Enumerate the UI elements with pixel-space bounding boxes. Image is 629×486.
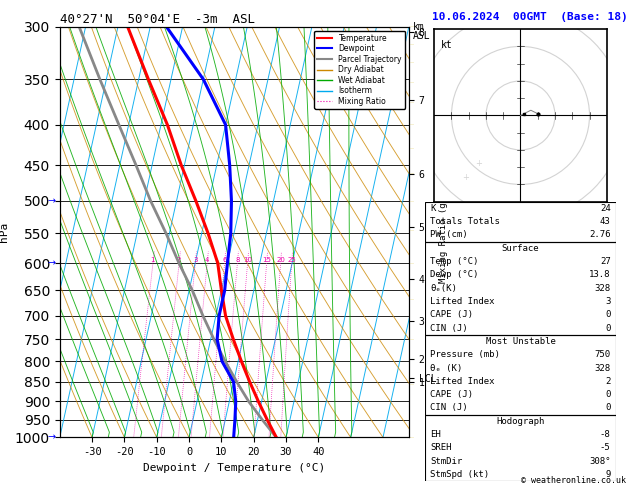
Text: 10: 10 <box>243 257 252 263</box>
Text: 9: 9 <box>605 470 611 479</box>
Text: StmDir: StmDir <box>430 457 462 466</box>
Text: 1: 1 <box>151 257 155 263</box>
Text: 40°27'N  50°04'E  -3m  ASL: 40°27'N 50°04'E -3m ASL <box>60 13 255 26</box>
Text: —: — <box>410 228 414 233</box>
Text: 328: 328 <box>594 364 611 373</box>
Text: 3: 3 <box>605 297 611 306</box>
Text: 13.8: 13.8 <box>589 270 611 279</box>
Text: —: — <box>410 435 414 439</box>
Text: 0: 0 <box>605 390 611 399</box>
Text: -5: -5 <box>600 443 611 452</box>
Text: —: — <box>410 146 414 150</box>
Text: K: K <box>430 204 436 213</box>
Text: —: — <box>410 261 414 265</box>
Text: +: + <box>462 173 469 182</box>
Text: 308°: 308° <box>589 457 611 466</box>
Text: Hodograph: Hodograph <box>496 417 545 426</box>
Text: km: km <box>413 22 425 32</box>
Bar <box>425 335 616 415</box>
Text: kt: kt <box>441 39 453 50</box>
Text: —: — <box>410 101 414 105</box>
Text: →: → <box>47 258 55 268</box>
Text: 25: 25 <box>287 257 296 263</box>
Text: EH: EH <box>430 430 441 439</box>
Text: +: + <box>476 159 482 168</box>
Text: 10.06.2024  00GMT  (Base: 18): 10.06.2024 00GMT (Base: 18) <box>432 12 628 22</box>
Text: 750: 750 <box>594 350 611 359</box>
Text: PW (cm): PW (cm) <box>430 230 468 240</box>
Text: 8: 8 <box>235 257 240 263</box>
Text: Most Unstable: Most Unstable <box>486 337 555 346</box>
Text: -8: -8 <box>600 430 611 439</box>
Text: CIN (J): CIN (J) <box>430 324 468 332</box>
Text: Lifted Index: Lifted Index <box>430 377 495 386</box>
Text: SREH: SREH <box>430 443 452 452</box>
Text: —: — <box>410 199 414 203</box>
Bar <box>425 415 616 481</box>
Text: 43: 43 <box>600 217 611 226</box>
Text: 20: 20 <box>276 257 285 263</box>
Text: Pressure (mb): Pressure (mb) <box>430 350 500 359</box>
Text: 3: 3 <box>193 257 198 263</box>
Text: →: → <box>47 196 55 206</box>
Text: θₑ(K): θₑ(K) <box>430 284 457 293</box>
Text: —: — <box>410 123 414 127</box>
X-axis label: Dewpoint / Temperature (°C): Dewpoint / Temperature (°C) <box>143 463 325 473</box>
Text: 0: 0 <box>605 310 611 319</box>
Text: 0: 0 <box>605 403 611 413</box>
Text: ASL: ASL <box>413 31 431 41</box>
Text: 6: 6 <box>223 257 227 263</box>
Text: 2.76: 2.76 <box>589 230 611 240</box>
Y-axis label: Mixing Ratio (g/kg): Mixing Ratio (g/kg) <box>439 181 448 283</box>
Text: CIN (J): CIN (J) <box>430 403 468 413</box>
Text: —: — <box>410 25 414 29</box>
Text: 15: 15 <box>262 257 271 263</box>
Text: —: — <box>410 172 414 175</box>
Text: —: — <box>410 80 414 84</box>
Text: © weatheronline.co.uk: © weatheronline.co.uk <box>521 476 626 485</box>
Text: —: — <box>410 42 414 46</box>
Text: Surface: Surface <box>502 244 539 253</box>
Text: Temp (°C): Temp (°C) <box>430 257 479 266</box>
Text: Totals Totals: Totals Totals <box>430 217 500 226</box>
Bar <box>425 242 616 335</box>
Text: 27: 27 <box>600 257 611 266</box>
Text: —: — <box>410 61 414 65</box>
Text: θₑ (K): θₑ (K) <box>430 364 462 373</box>
Text: Dewp (°C): Dewp (°C) <box>430 270 479 279</box>
Text: StmSpd (kt): StmSpd (kt) <box>430 470 489 479</box>
Text: 24: 24 <box>600 204 611 213</box>
Text: →: → <box>47 433 55 442</box>
Text: —: — <box>410 383 414 387</box>
Text: 4: 4 <box>205 257 209 263</box>
Text: —: — <box>410 337 414 341</box>
Text: Lifted Index: Lifted Index <box>430 297 495 306</box>
Text: —: — <box>410 297 414 301</box>
Y-axis label: hPa: hPa <box>0 222 9 242</box>
Text: 0: 0 <box>605 324 611 332</box>
Legend: Temperature, Dewpoint, Parcel Trajectory, Dry Adiabat, Wet Adiabat, Isotherm, Mi: Temperature, Dewpoint, Parcel Trajectory… <box>314 31 405 109</box>
Text: CAPE (J): CAPE (J) <box>430 390 474 399</box>
Bar <box>425 202 616 242</box>
Text: 2: 2 <box>605 377 611 386</box>
Text: 328: 328 <box>594 284 611 293</box>
Text: 2: 2 <box>177 257 181 263</box>
Text: CAPE (J): CAPE (J) <box>430 310 474 319</box>
